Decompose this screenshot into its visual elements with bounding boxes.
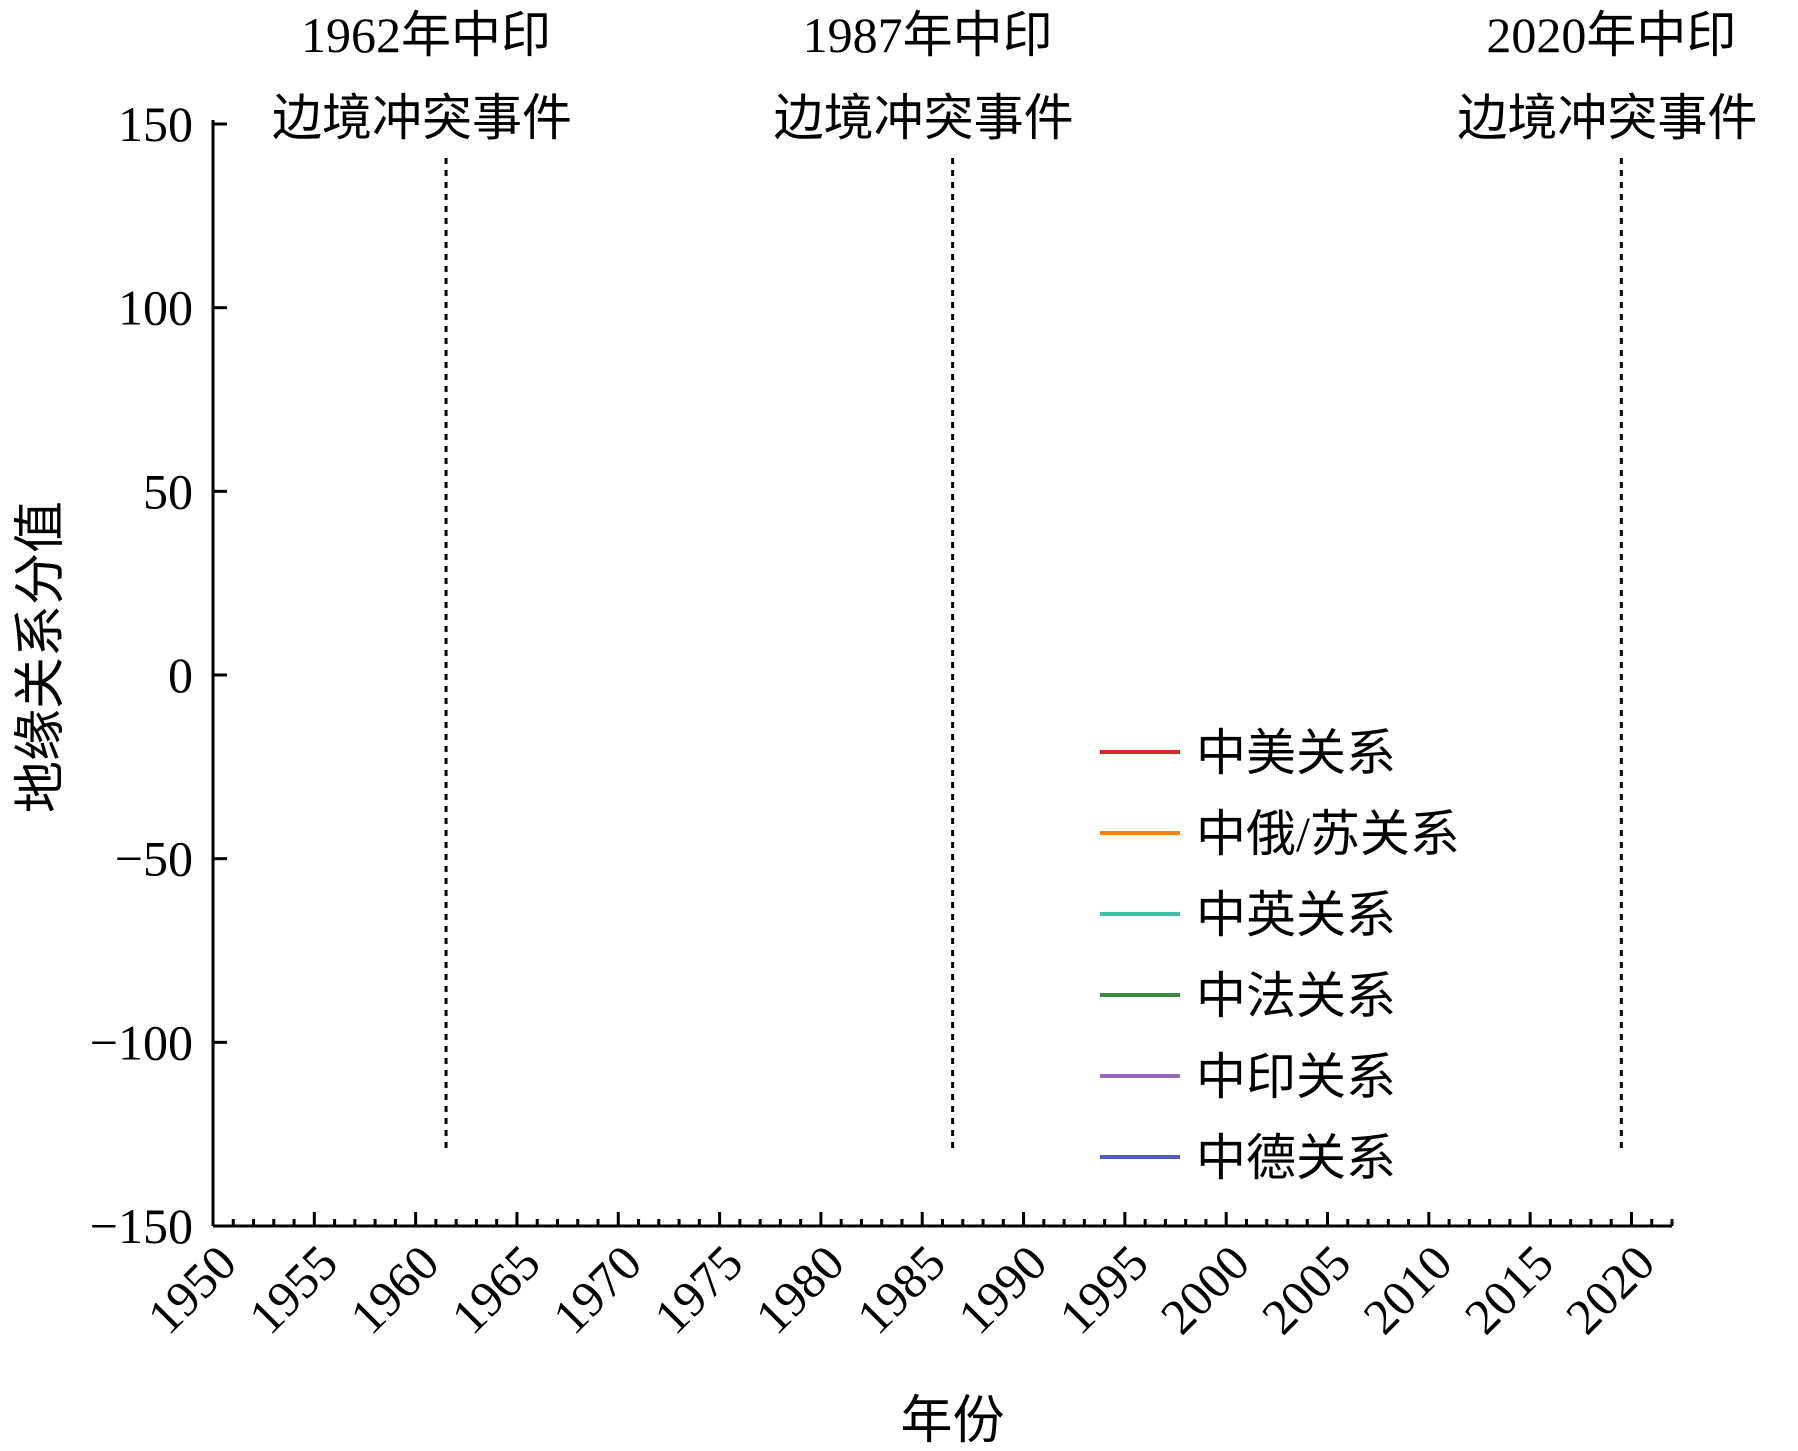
- event-label-line2: 边境冲突事件: [1457, 90, 1757, 146]
- x-tick-label: 1990: [947, 1234, 1057, 1344]
- x-tick-label: 2015: [1454, 1234, 1564, 1344]
- y-tick-label: −50: [115, 831, 193, 887]
- y-tick-label: 0: [168, 647, 193, 703]
- legend-label: 中英关系: [1196, 887, 1396, 943]
- axes: [211, 120, 1672, 1228]
- y-axis-title: 地缘关系分值: [13, 501, 70, 813]
- y-axis-ticks: 150 100 50 0 −50 −100 −150: [90, 96, 227, 1254]
- legend-label: 中印关系: [1196, 1049, 1396, 1105]
- x-tick-label: 2005: [1251, 1234, 1361, 1344]
- x-tick-label: 2010: [1352, 1234, 1462, 1344]
- x-tick-label: 1980: [744, 1234, 854, 1344]
- y-tick-label: 100: [118, 280, 193, 336]
- y-tick-label: 50: [143, 463, 193, 519]
- event-label-line1: 1962年中印: [301, 7, 551, 63]
- event-marker-lines: [444, 158, 1623, 1150]
- event-label-line1: 2020年中印: [1486, 7, 1736, 63]
- x-tick-label: 1965: [440, 1234, 550, 1344]
- y-tick-label: −150: [90, 1198, 193, 1254]
- x-tick-label: 1955: [238, 1234, 348, 1344]
- x-tick-label: 1960: [339, 1234, 449, 1344]
- y-tick-label: 150: [118, 96, 193, 152]
- event-label-line2: 边境冲突事件: [774, 90, 1074, 146]
- legend-label: 中俄/苏关系: [1196, 806, 1460, 862]
- x-tick-label: 1995: [1048, 1234, 1158, 1344]
- x-tick-label: 1985: [846, 1234, 956, 1344]
- x-tick-label: 2000: [1150, 1234, 1260, 1344]
- event-label-line1: 1987年中印: [803, 7, 1053, 63]
- x-tick-label: 1970: [542, 1234, 652, 1344]
- event-label-line2: 边境冲突事件: [272, 90, 572, 146]
- x-tick-label: 1975: [643, 1234, 753, 1344]
- legend-label: 中美关系: [1196, 725, 1396, 781]
- legend-label: 中德关系: [1196, 1130, 1396, 1186]
- x-axis-title: 年份: [900, 1393, 1004, 1450]
- x-axis-ticks: 1950195519601965197019751980198519901995…: [136, 1212, 1674, 1344]
- x-tick-label: 2020: [1555, 1234, 1665, 1344]
- legend-label: 中法关系: [1196, 968, 1396, 1024]
- y-tick-label: −100: [90, 1014, 193, 1070]
